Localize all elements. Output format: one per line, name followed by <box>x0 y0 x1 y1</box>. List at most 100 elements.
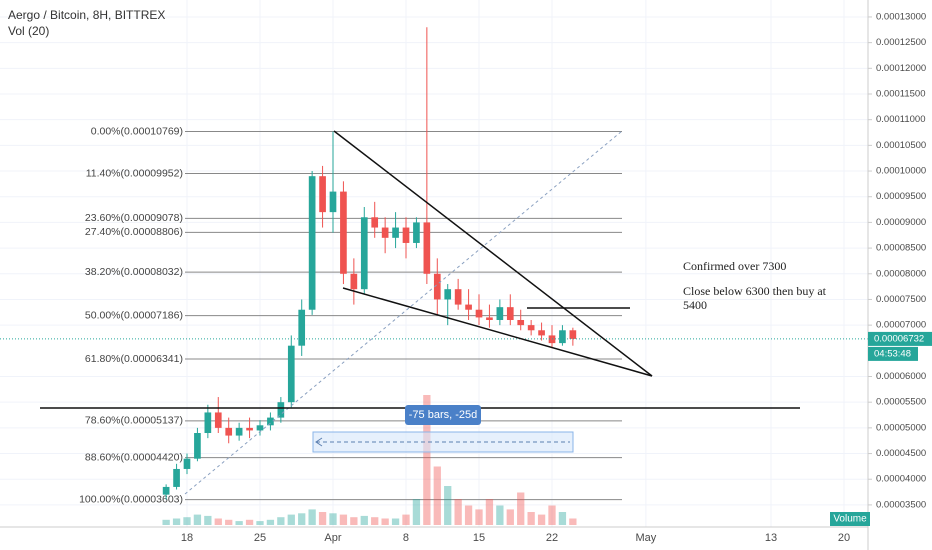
candle-body <box>475 309 483 318</box>
volume-bar <box>454 499 462 525</box>
volume-bar <box>527 512 535 525</box>
x-tick-label: 20 <box>838 532 850 544</box>
volume-bar <box>433 466 441 525</box>
volume-bar <box>183 517 191 525</box>
volume-bar <box>235 521 243 525</box>
fib-label: 50.00%(0.00007186) <box>85 309 183 321</box>
volume-bar <box>475 509 483 525</box>
volume-bar <box>350 517 358 525</box>
y-tick-label: 0.00012000 <box>876 63 926 74</box>
volume-bar <box>381 518 389 525</box>
candle-body <box>204 412 212 434</box>
volume-bar <box>172 518 181 525</box>
y-tick-label: 0.00008000 <box>876 268 926 279</box>
y-tick-label: 0.00005500 <box>876 397 926 408</box>
x-tick-label: 18 <box>181 532 193 544</box>
annotation: Close below 6300 then buy at 5400 <box>683 284 826 312</box>
x-tick-label: Apr <box>324 532 341 544</box>
annotation: Confirmed over 7300 <box>683 259 787 273</box>
x-tick-label: 25 <box>254 532 266 544</box>
candle-body <box>381 227 389 238</box>
candle-body <box>225 427 233 436</box>
volume-bar <box>371 517 379 525</box>
fib-label: 100.00%(0.00003603) <box>79 493 183 505</box>
volume-bar <box>558 512 567 525</box>
volume-bar <box>569 518 577 525</box>
candle-body <box>423 222 431 274</box>
volume-bar <box>329 513 337 525</box>
volume-bar <box>308 509 316 525</box>
volume-label-box <box>830 512 870 526</box>
volume-bar <box>506 509 514 525</box>
candle-body <box>465 304 472 310</box>
candle-body <box>538 330 545 336</box>
volume-bar <box>548 505 556 525</box>
volume-bar <box>298 513 306 525</box>
y-tick-label: 0.00008500 <box>876 243 926 254</box>
candle-body <box>246 427 253 431</box>
volume-bar <box>214 518 222 525</box>
candle-body <box>298 309 306 346</box>
volume-bar <box>245 519 254 525</box>
volume-label: Volume <box>833 514 867 525</box>
fib-trend-line <box>184 130 623 495</box>
y-tick-label: 0.00003500 <box>876 499 926 510</box>
candle-body <box>173 468 180 487</box>
trend-line <box>333 130 653 377</box>
candle-body <box>267 417 274 426</box>
volume-bar <box>423 395 431 525</box>
volume-bar <box>537 514 546 525</box>
range-label-box <box>405 405 481 425</box>
volume-bar <box>402 514 410 525</box>
volume-indicator: Vol (20) <box>8 24 50 38</box>
candle-body <box>194 433 201 459</box>
candle-body <box>496 307 504 321</box>
y-tick-label: 0.00004000 <box>876 474 926 485</box>
candle-body <box>319 176 326 213</box>
volume-bar <box>256 521 264 525</box>
fib-label: 27.40%(0.00008806) <box>85 226 183 238</box>
candle-body <box>527 325 535 331</box>
fib-label: 61.80%(0.00006341) <box>85 353 183 365</box>
volume-bar <box>464 505 473 525</box>
volume-bar <box>496 505 504 525</box>
candle-body <box>350 273 358 290</box>
x-tick-label: 15 <box>473 532 485 544</box>
y-tick-label: 0.00007500 <box>876 294 926 305</box>
y-tick-label: 0.00007000 <box>876 320 926 331</box>
candle-body <box>517 320 525 326</box>
candle-body <box>277 402 285 418</box>
volume-bar <box>193 514 202 525</box>
candle-body <box>569 330 577 339</box>
volume-bar <box>412 499 421 525</box>
volume-bar <box>360 515 368 525</box>
x-tick-label: 8 <box>403 532 409 544</box>
candle-body <box>329 191 337 213</box>
volume-bar <box>391 518 400 525</box>
y-tick-label: 0.00011500 <box>876 89 926 100</box>
x-tick-label: 13 <box>765 532 777 544</box>
volume-bar <box>485 499 494 525</box>
last-price-label: 0.00006732 <box>874 333 924 344</box>
x-tick-label: May <box>635 532 656 544</box>
candle-body <box>454 289 462 305</box>
y-tick-label: 0.00009000 <box>876 217 926 228</box>
trend-line <box>342 287 653 377</box>
fib-label: 0.00%(0.00010769) <box>91 125 183 137</box>
candle-body <box>506 307 514 321</box>
candle-body <box>162 486 170 495</box>
candle-body <box>235 427 243 436</box>
y-tick-label: 0.00004500 <box>876 448 926 459</box>
volume-bar <box>339 514 348 525</box>
candle-body <box>392 227 399 238</box>
range-label: -75 bars, -25d <box>409 409 477 421</box>
range-arrow-head <box>315 437 323 447</box>
candle-body <box>559 330 566 344</box>
chart-title: Aergo / Bitcoin, 8H, BITTREX <box>8 8 166 22</box>
y-tick-label: 0.00010500 <box>876 140 926 151</box>
y-tick-label: 0.00013000 <box>876 11 926 22</box>
candle-body <box>413 222 420 243</box>
